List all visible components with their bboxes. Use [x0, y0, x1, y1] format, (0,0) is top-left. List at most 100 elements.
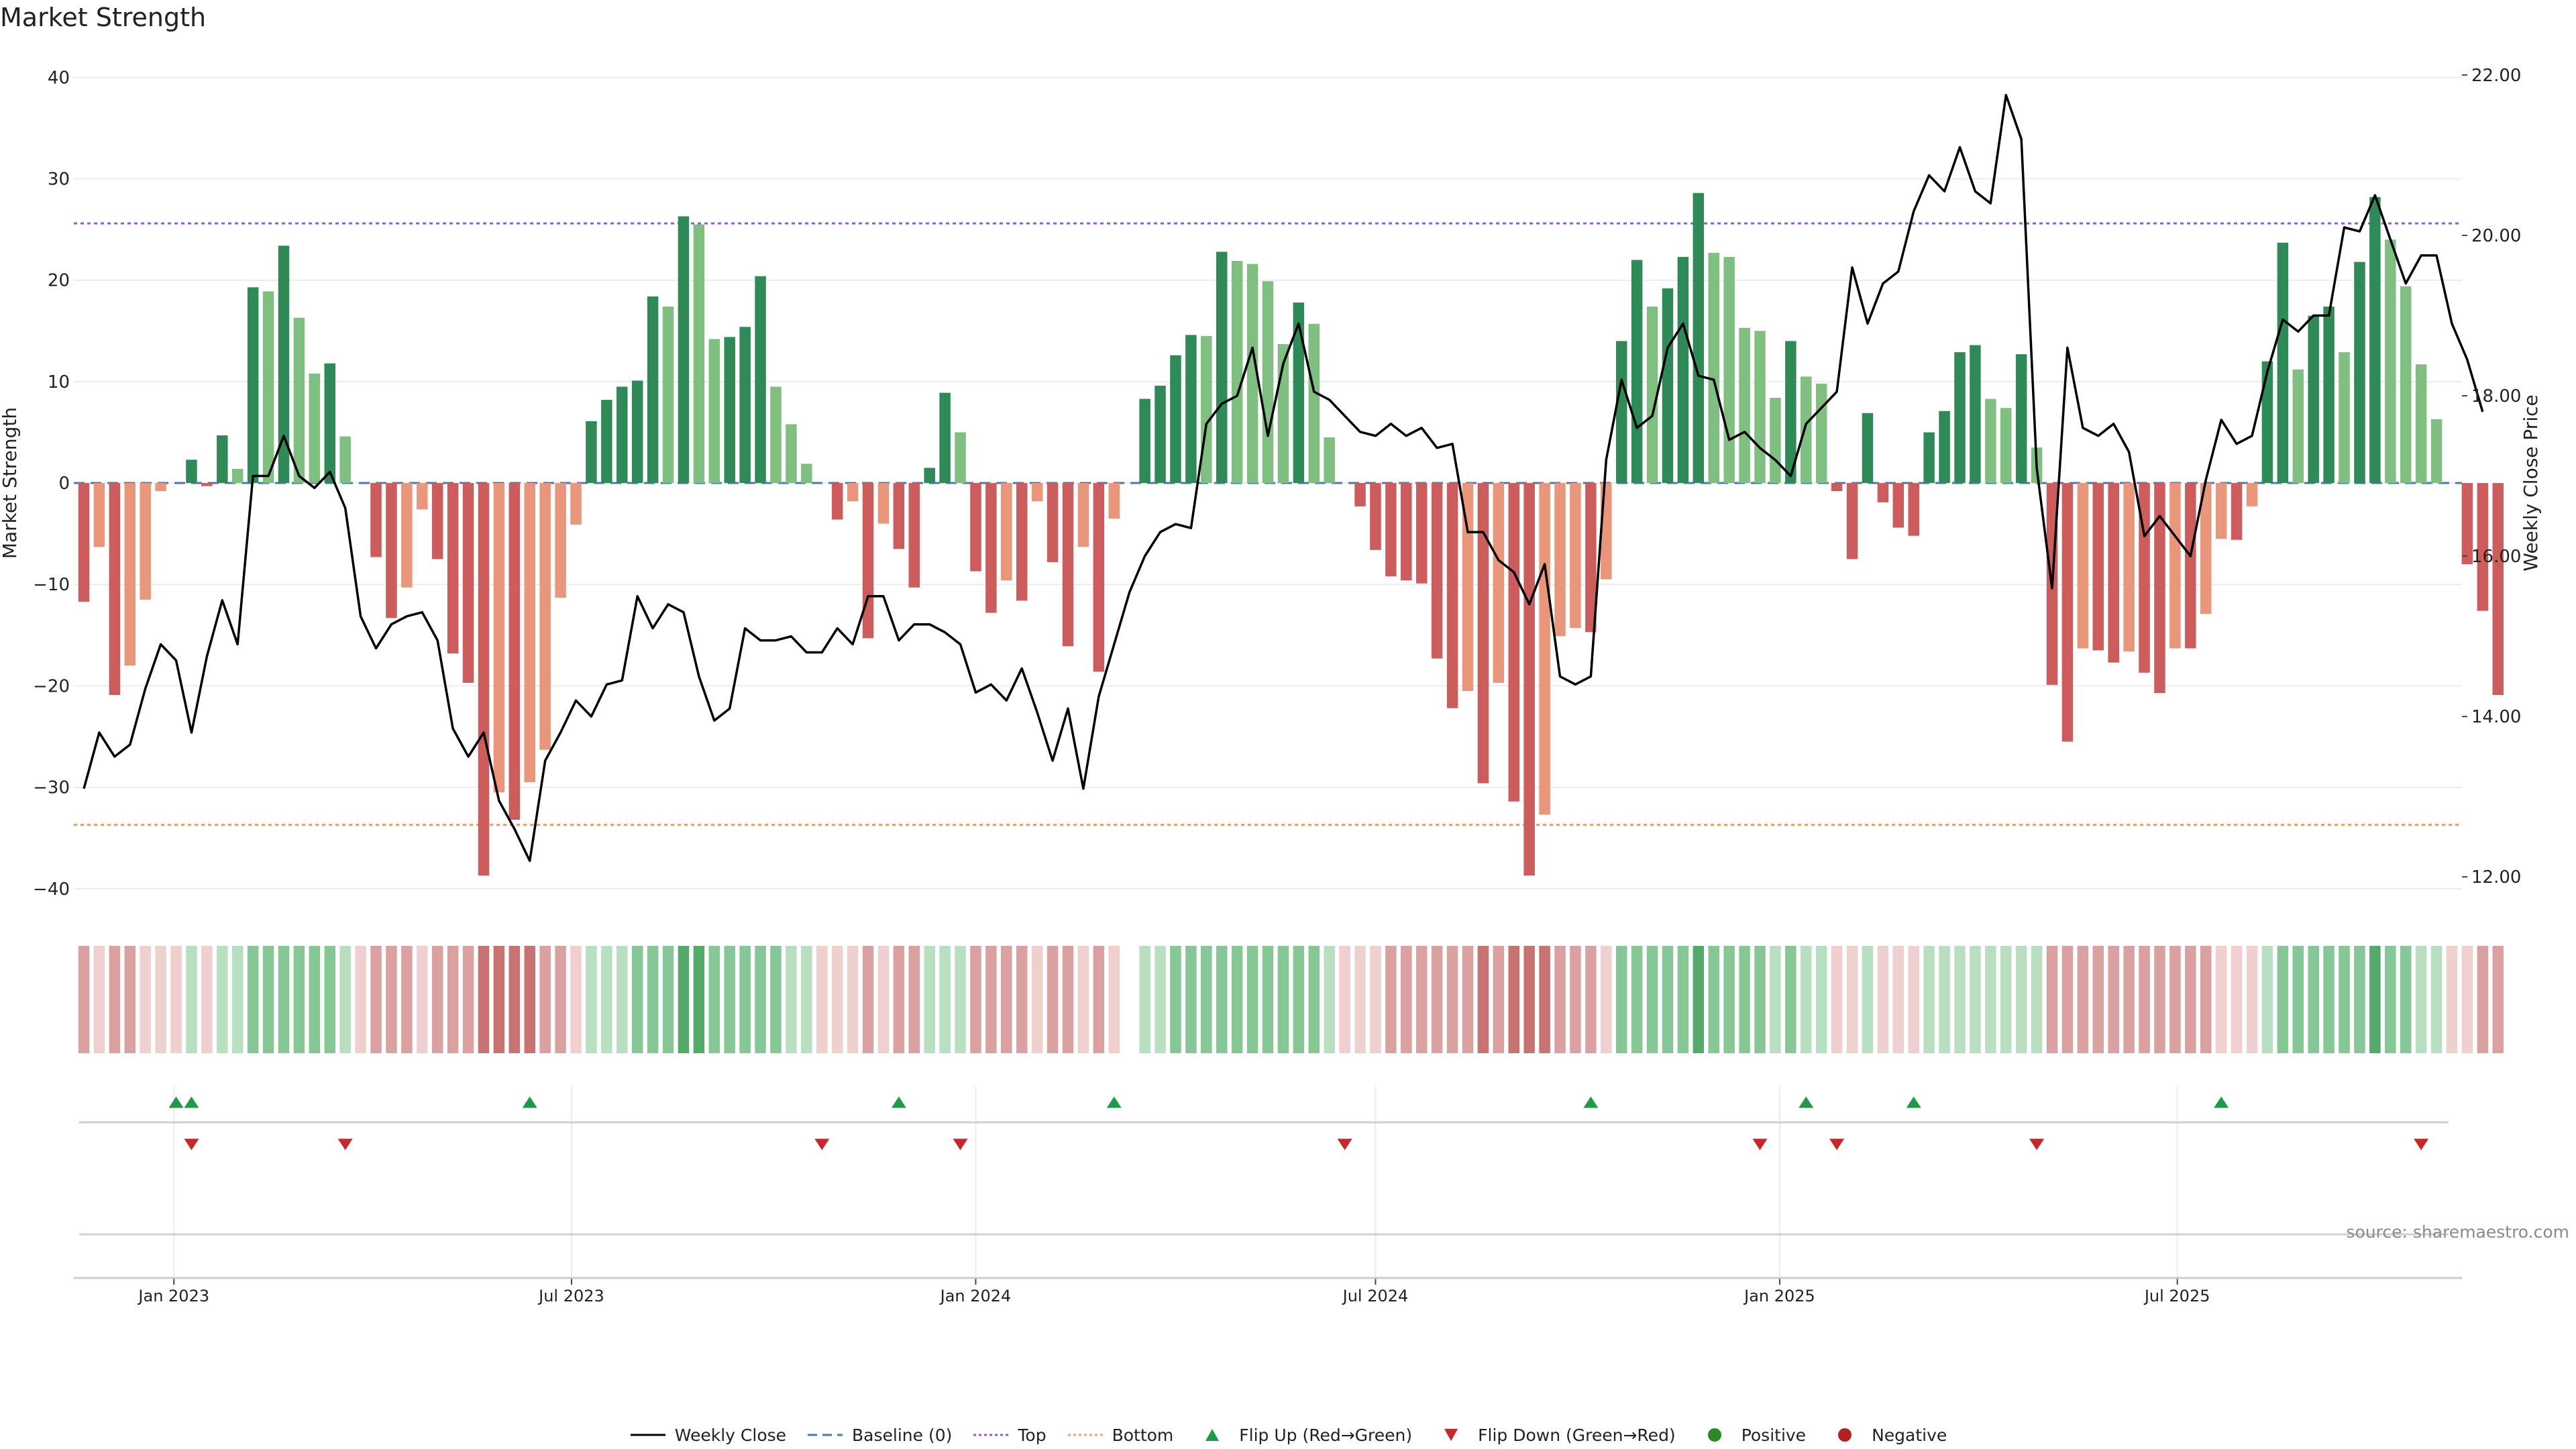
y-tick-label: 0 [58, 474, 70, 494]
strength-bar [847, 483, 859, 502]
band-cell [186, 946, 197, 1053]
strength-bar [1908, 483, 1919, 536]
legend-item-bottom: Bottom [1067, 1426, 1173, 1445]
band-cell [970, 946, 981, 1053]
strength-bar [1431, 483, 1443, 659]
band-cell [155, 946, 166, 1053]
strength-bar [786, 424, 797, 484]
band-cell [939, 946, 951, 1053]
band-cell [217, 946, 228, 1053]
band-cell [1170, 946, 1181, 1053]
flip-up-marker [1906, 1096, 1921, 1108]
source-note: source: sharemaestro.com [2346, 1222, 2570, 1242]
flip-markers [168, 1096, 2429, 1150]
flip-down-marker [1337, 1138, 1352, 1150]
axes: 40 30 20 10 0 −10 −20 −30 −40 22.00 20.00 18.00 16.0… [33, 66, 2521, 1236]
strength-bar [2430, 419, 2443, 484]
band-cell [1415, 946, 1428, 1053]
y2-tick-label: 16.00 [2471, 547, 2521, 567]
y-tick-label: −20 [33, 676, 70, 696]
y-tick-label: 40 [48, 68, 70, 88]
band-cell [1646, 946, 1658, 1053]
band-cell [1493, 946, 1505, 1053]
band-cell [524, 946, 535, 1053]
positive-dot-icon [1707, 1428, 1721, 1442]
band-cell [1523, 946, 1535, 1053]
flip-down-marker [184, 1138, 199, 1150]
y-tick-label: 30 [48, 170, 70, 190]
band-cell [1016, 946, 1028, 1053]
band-cell [1862, 946, 1874, 1053]
strength-bar [1046, 483, 1059, 562]
strength-bar [2277, 242, 2289, 484]
strength-bar [1462, 483, 1474, 691]
strength-bar [801, 464, 812, 484]
strength-bar [2015, 354, 2027, 484]
strength-bar [386, 483, 397, 619]
band-cell [1508, 946, 1520, 1053]
band-cell [293, 946, 305, 1053]
strength-bar [417, 483, 428, 510]
band-cell [1801, 946, 1812, 1053]
band-cell [2400, 946, 2412, 1053]
band-cell [1293, 946, 1305, 1053]
flip-up-marker [184, 1096, 199, 1108]
strength-bar [2261, 361, 2273, 484]
band-cell [2077, 946, 2089, 1053]
strength-bar [1539, 483, 1550, 815]
strength-bar [1216, 252, 1228, 484]
band-cell [985, 946, 997, 1053]
chart-title: Market Strength [0, 3, 207, 32]
strength-bar [586, 421, 597, 484]
strength-bar [1754, 331, 1766, 484]
band-cell [1662, 946, 1674, 1053]
band-cell [770, 946, 782, 1053]
band-cell [1001, 946, 1012, 1053]
band-cell [739, 946, 751, 1053]
strength-bar [109, 483, 121, 696]
band-cell [231, 946, 244, 1053]
strength-bar [155, 483, 166, 492]
band-cell [2461, 946, 2473, 1053]
band-cell [1339, 946, 1350, 1053]
y-tick-label: 10 [48, 372, 70, 392]
strength-bar [93, 483, 105, 547]
band-cell [831, 946, 843, 1053]
band-cell [431, 946, 443, 1053]
flip-down-marker [337, 1138, 353, 1150]
band-cell [2000, 946, 2012, 1053]
strength-bar [1570, 483, 1581, 629]
band-cell [1231, 946, 1243, 1053]
strength-bar [2092, 483, 2104, 651]
flip-up-marker [2214, 1096, 2229, 1108]
band-cell [417, 946, 428, 1053]
band-cell [1385, 946, 1397, 1053]
strength-bar [2231, 483, 2243, 540]
strength-bar [524, 483, 535, 783]
strength-bar [2000, 408, 2012, 484]
band-cell [724, 946, 735, 1053]
strength-bar [1016, 483, 1028, 601]
strength-bar [1554, 483, 1566, 637]
band-cell [370, 946, 382, 1053]
y2-tick-label: 20.00 [2471, 226, 2521, 246]
flip-up-marker [168, 1096, 184, 1108]
legend-item-baseline: Baseline (0) [806, 1426, 952, 1445]
strength-bar [1077, 483, 1089, 547]
y-tick-label: −10 [33, 575, 70, 595]
strength-bar [2292, 369, 2304, 484]
band-cell [1431, 946, 1443, 1053]
strength-bar [2061, 483, 2074, 742]
strength-bar [2246, 483, 2258, 506]
strength-bar [1201, 335, 1212, 484]
flip-down-marker [2029, 1138, 2045, 1150]
band-cell [1446, 946, 1458, 1053]
strength-bar [2339, 352, 2350, 484]
band-cell [339, 946, 351, 1053]
strength-bar [231, 468, 244, 484]
strength-bar [447, 483, 459, 654]
band-cell [1615, 946, 1627, 1053]
strength-bar [1862, 413, 1874, 484]
band-cell [1216, 946, 1228, 1053]
band-cell [1877, 946, 1889, 1053]
